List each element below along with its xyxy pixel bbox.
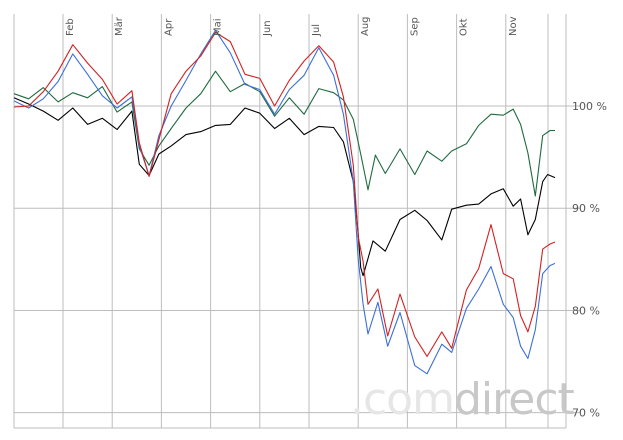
month-tick-label: Jul [311,24,322,37]
series-line-4 [13,31,556,357]
month-tick-label: Okt [459,18,470,36]
watermark: .comdirect [350,374,576,425]
svg-text:.comdirect: .comdirect [350,374,575,425]
series-line-3 [13,29,556,375]
watermark-prefix: .com [350,374,454,425]
month-tick-label: Apr [163,18,174,36]
month-tick-label: Feb [65,18,76,36]
y-tick-label: 90 % [572,202,600,215]
series-layer [13,29,556,375]
y-tick-label: 80 % [572,304,600,317]
grid-layer [13,14,580,429]
month-tick-label: Aug [360,16,371,36]
y-tick-label: 100 % [572,100,607,113]
month-tick-label: Mai [213,18,224,36]
label-layer: Feb Mär Apr Mai Jun Jul Aug Sep Okt Nov 100 % 90 % 8… [65,16,607,419]
month-tick-label: Nov [508,16,519,36]
series-line-1 [13,97,556,277]
month-tick-label: Sep [409,17,420,36]
month-tick-label: Mär [114,16,125,36]
month-tick-label: Jun [262,20,273,37]
y-tick-label: 70 % [572,407,600,420]
series-line-2 [13,70,555,197]
watermark-suffix: direct [454,374,575,425]
